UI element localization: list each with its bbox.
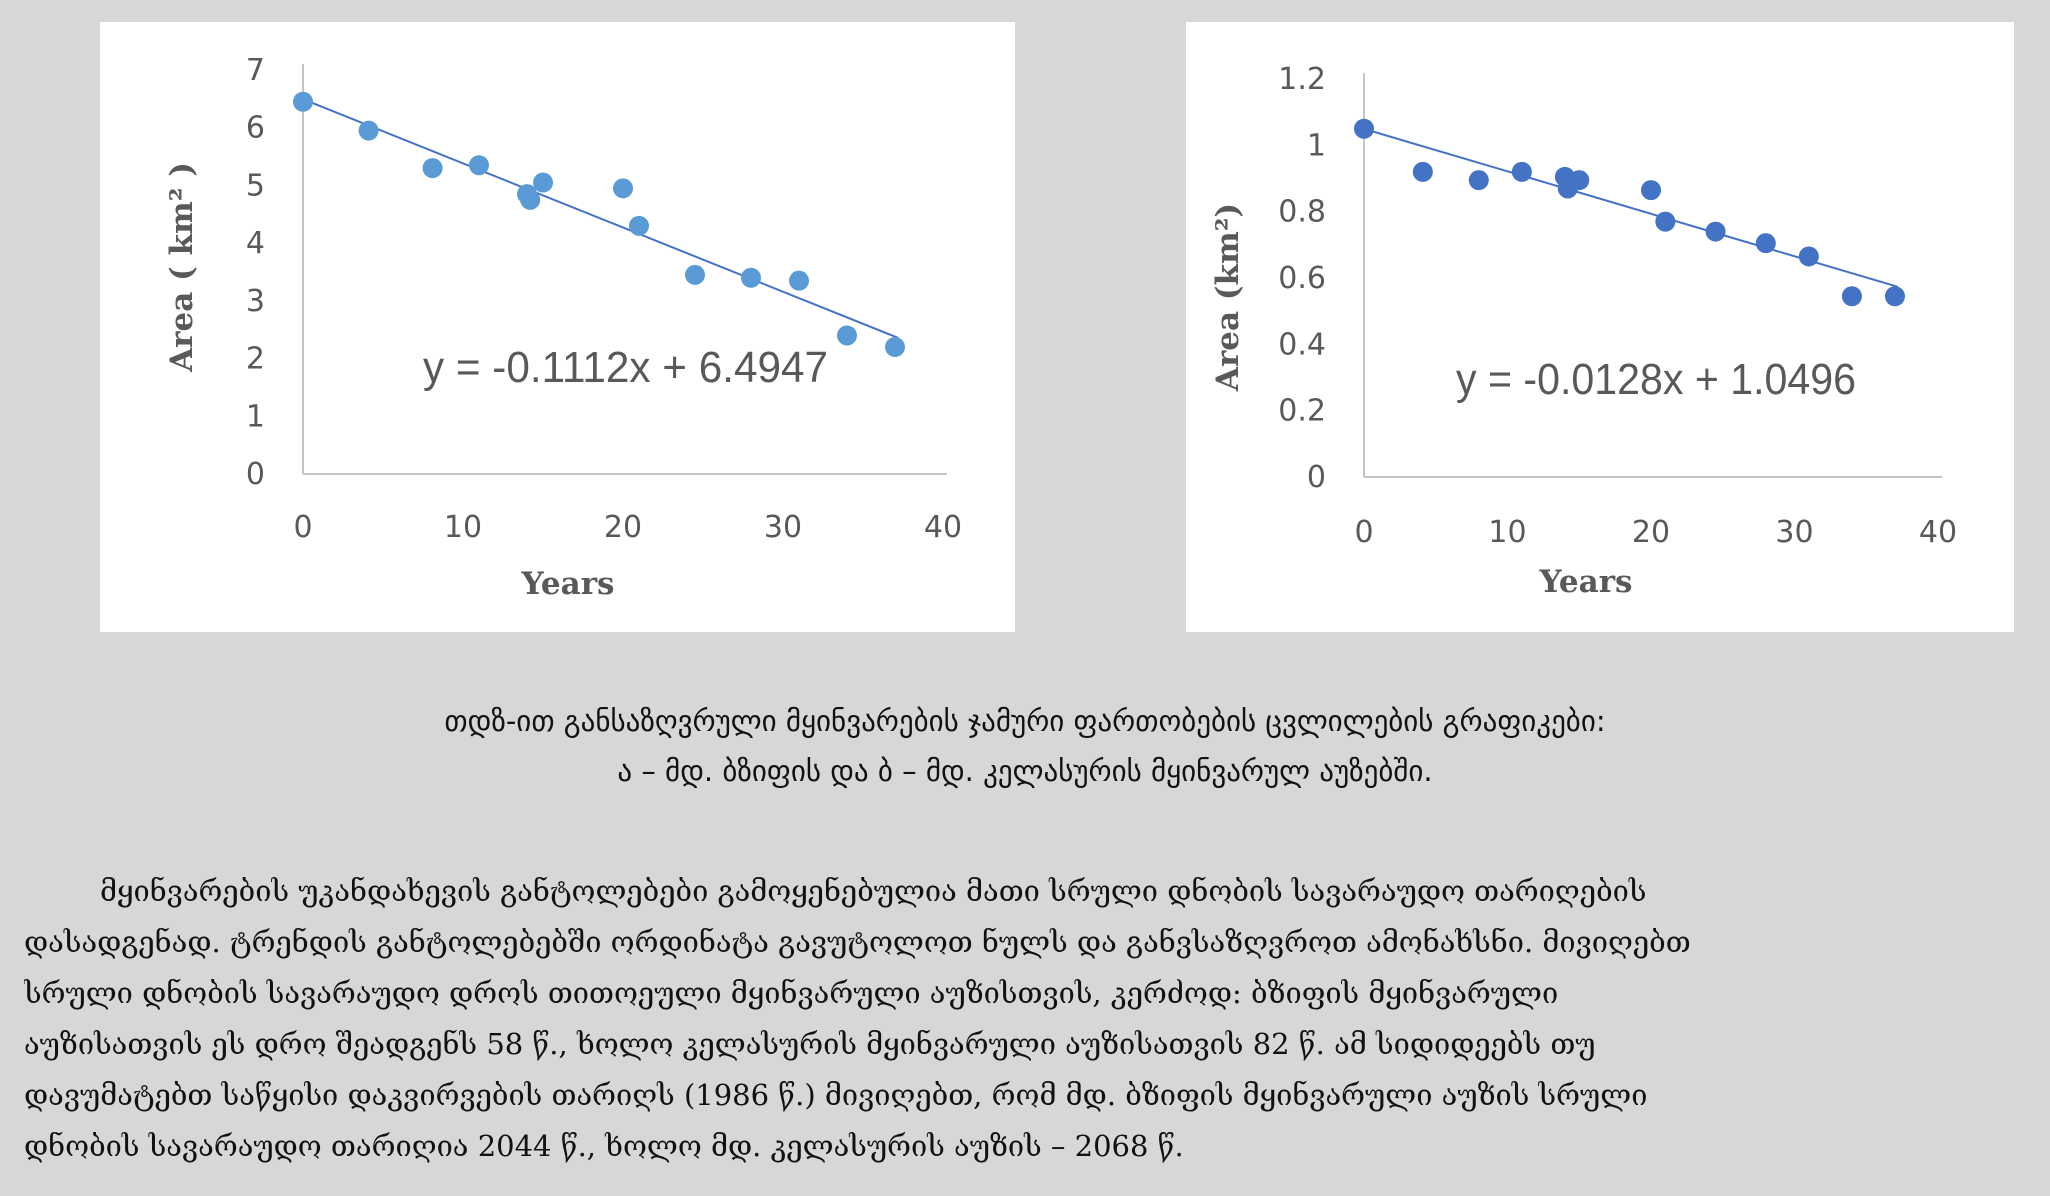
- data-point: [1705, 221, 1726, 242]
- trendline: [1363, 127, 1899, 288]
- data-point: [789, 270, 809, 291]
- trendline: [302, 98, 899, 339]
- data-point: [422, 158, 443, 179]
- x-axis-title: Years: [520, 566, 614, 602]
- data-point: [293, 91, 313, 112]
- x-tick-label: 10: [1488, 515, 1526, 550]
- data-point: [685, 264, 705, 285]
- paragraph-line: დნობის სავარაუდო თარიღია 2044 წ., ხოლო მ…: [24, 1129, 1184, 1163]
- x-tick-label: 10: [444, 510, 482, 545]
- data-point: [1354, 118, 1374, 139]
- x-tick-label: 20: [1632, 515, 1670, 550]
- paragraph-line: სრული დნობის სავარაუდო დროს თითოეული მყი…: [24, 976, 1559, 1010]
- data-point: [1755, 233, 1776, 254]
- data-point: [1511, 161, 1532, 182]
- y-tick-label: 0: [1307, 460, 1326, 495]
- chart-b-panel: 0 0.2 0.4 0.6 0.8 1 1.2 0 10 20 30 40 y = -0.0128x +…: [1186, 22, 2014, 632]
- y-tick-label: 0: [246, 457, 265, 492]
- x-tick-label: 40: [924, 510, 962, 545]
- paragraph-line: აუზისათვის ეს დრო შეადგენს 58 წ., ხოლო კ…: [24, 1027, 1596, 1061]
- y-tick-label: 0.4: [1278, 327, 1326, 362]
- y-tick-label: 1: [246, 399, 265, 434]
- y-tick-label: 0.6: [1278, 261, 1326, 296]
- y-tick-label: 1.2: [1278, 62, 1326, 97]
- x-tick-label: 30: [1775, 515, 1813, 550]
- body-paragraph: მყინვარების უკანდახევის განტოლებები გამო…: [24, 866, 2022, 1172]
- data-point: [1569, 170, 1590, 191]
- data-point: [520, 189, 541, 210]
- data-point: [837, 325, 857, 346]
- data-point: [1468, 170, 1489, 191]
- y-tick-label: 0.8: [1278, 195, 1326, 230]
- data-point: [358, 120, 379, 141]
- data-point: [613, 178, 633, 199]
- data-point: [1655, 211, 1676, 232]
- y-tick-label: 3: [246, 284, 265, 319]
- data-point: [629, 215, 649, 236]
- data-point: [1412, 161, 1433, 182]
- x-tick-label: 30: [764, 510, 802, 545]
- data-point: [741, 267, 761, 288]
- data-point: [1841, 286, 1862, 307]
- x-tick-label: 20: [604, 510, 642, 545]
- scatter-chart-b: 0 0.2 0.4 0.6 0.8 1 1.2 0 10 20 30 40 y = -0.0128x +…: [1210, 62, 1957, 600]
- data-point: [1641, 180, 1661, 201]
- x-axis-title: Years: [1538, 564, 1632, 600]
- trendline-equation: y = -0.1112x + 6.4947: [423, 343, 828, 392]
- figure-caption-line-2: ა – მდ. ბზიფის და ბ – მდ. კელასურის მყინ…: [617, 754, 1433, 788]
- paragraph-line: დასადგენად. ტრენდის განტოლებებში ორდინატ…: [24, 925, 1691, 959]
- y-tick-label: 2: [246, 342, 265, 377]
- data-point: [885, 337, 905, 358]
- y-axis-title: Area (km²): [1210, 203, 1246, 392]
- paragraph-line: დავუმატებთ საწყისი დაკვირვების თარიღს (1…: [24, 1078, 1648, 1112]
- data-point: [533, 172, 553, 193]
- y-tick-label: 6: [246, 111, 265, 146]
- y-tick-label: 5: [246, 168, 265, 203]
- scatter-chart-a: 0 1 2 3 4 5 6 7 0 10 20 30 40 y = -0.1112x + 6.4947 Ye…: [164, 53, 962, 602]
- y-tick-label: 1: [1307, 128, 1326, 163]
- y-tick-label: 4: [246, 226, 265, 261]
- paragraph-line: მყინვარების უკანდახევის განტოლებები გამო…: [100, 874, 1647, 908]
- data-point: [1884, 286, 1905, 307]
- y-tick-label: 0.2: [1278, 394, 1326, 429]
- x-tick-label: 0: [293, 510, 312, 545]
- data-point: [469, 155, 489, 176]
- figure-caption-line-1: თდზ-ით განსაზღვრული მყინვარების ჯამური ფ…: [444, 704, 1606, 738]
- y-axis-title: Area ( km² ): [164, 162, 200, 373]
- x-tick-label: 40: [1919, 515, 1957, 550]
- data-point: [1798, 246, 1819, 267]
- trendline-equation: y = -0.0128x + 1.0496: [1456, 355, 1856, 404]
- y-tick-label: 7: [246, 53, 265, 88]
- chart-a-panel: 0 1 2 3 4 5 6 7 0 10 20 30 40 y = -0.1112x + 6.4947 Ye…: [100, 22, 1015, 632]
- x-tick-label: 0: [1354, 515, 1373, 550]
